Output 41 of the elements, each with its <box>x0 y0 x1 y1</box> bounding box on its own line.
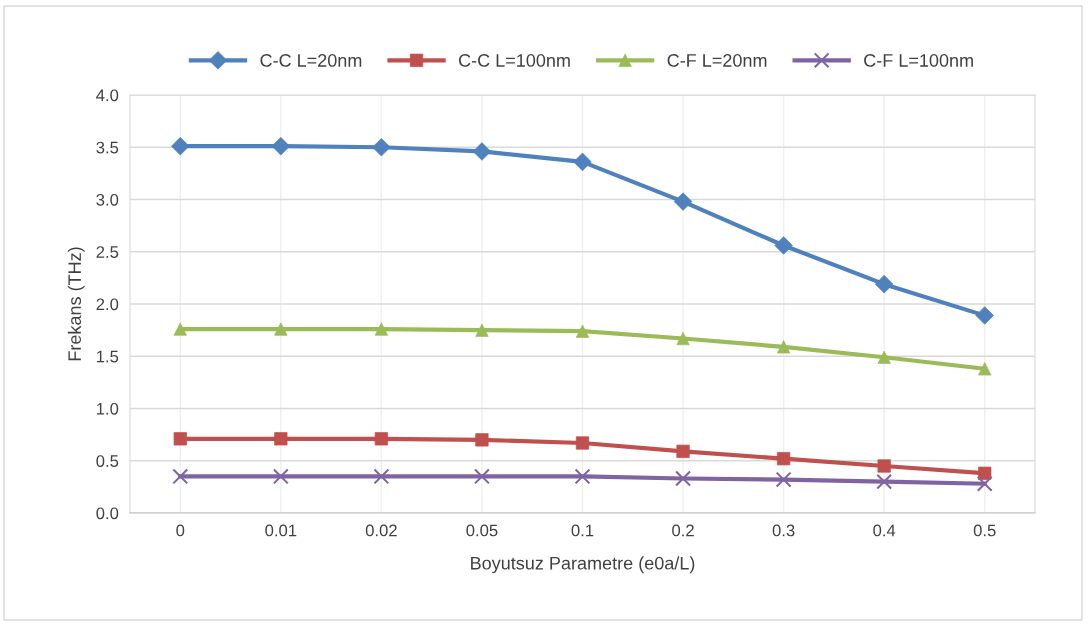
x-tick-label: 0.5 <box>973 524 996 537</box>
point <box>673 192 693 211</box>
x-tick-label: 0.05 <box>466 524 498 537</box>
point <box>472 142 492 161</box>
y-tick-label: 3.5 <box>96 141 119 154</box>
point <box>574 468 591 485</box>
point <box>573 152 592 172</box>
y-tick-label: 0.0 <box>96 507 119 520</box>
point <box>575 436 590 450</box>
point <box>976 475 993 492</box>
point <box>172 468 189 485</box>
legend-label: C-C L=100nm <box>458 54 570 67</box>
y-tick-label: 1.5 <box>96 350 119 363</box>
y-tick-label: 1.0 <box>96 402 119 415</box>
x-tick-label: 0.01 <box>265 524 297 537</box>
x-tick-label: 0.3 <box>772 524 795 537</box>
y-axis-title: Frekans (THz) <box>67 247 85 361</box>
y-tick-label: 3.0 <box>96 193 119 206</box>
x-tick-label: 0.1 <box>571 524 594 537</box>
x-tick-label: 0.02 <box>365 524 397 537</box>
point <box>676 331 690 346</box>
point <box>775 471 792 488</box>
legend-label: C-F L=100nm <box>864 54 973 67</box>
point <box>374 432 388 446</box>
point <box>876 473 893 490</box>
legend-label: C-F L=20nm <box>667 54 767 67</box>
y-tick-label: 0.5 <box>96 455 119 467</box>
x-tick-label: 0.2 <box>672 524 694 537</box>
x-axis-title: Boyutsuz Parametre (e0a/L) <box>471 556 695 574</box>
point <box>373 468 390 485</box>
point <box>877 350 891 364</box>
y-tick-label: 2.5 <box>96 246 119 258</box>
point <box>675 470 692 487</box>
legend-label: C-C L=20nm <box>260 54 362 67</box>
point <box>272 468 289 485</box>
y-tick-label: 4.0 <box>96 89 119 102</box>
x-tick-label: 0 <box>176 524 185 537</box>
x-tick-label: 0.4 <box>873 524 896 537</box>
point <box>473 468 490 485</box>
point <box>173 432 187 446</box>
y-tick-label: 2.0 <box>96 298 119 311</box>
